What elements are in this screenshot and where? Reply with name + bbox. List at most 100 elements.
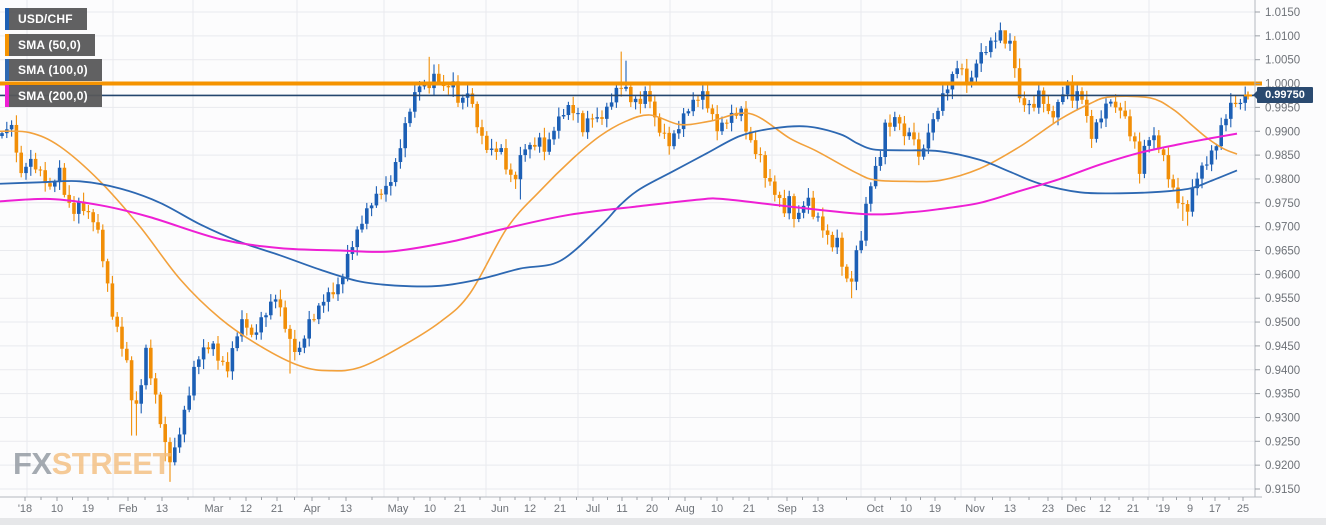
candlestick — [1065, 84, 1070, 95]
candlestick — [264, 315, 268, 318]
candlestick — [869, 186, 873, 204]
y-tick-label: 0.9300 — [1265, 412, 1300, 424]
candlestick — [1181, 203, 1185, 205]
candlestick — [835, 237, 839, 248]
x-tick-label: 12 — [524, 503, 536, 515]
current-price-label: 0.99750 — [1253, 87, 1313, 104]
candlestick — [931, 119, 935, 133]
x-tick-label: 20 — [646, 503, 658, 515]
x-tick-label: Oct — [866, 503, 883, 515]
candlestick — [561, 115, 566, 117]
candlestick — [873, 165, 878, 187]
candlestick — [566, 105, 571, 116]
candlestick — [1128, 116, 1132, 137]
candlestick — [105, 261, 110, 284]
candlestick — [629, 86, 633, 103]
legend-item-usd-chf[interactable]: USD/CHF — [5, 8, 87, 30]
candlestick — [432, 73, 436, 89]
candlestick — [24, 166, 28, 174]
candlestick — [1056, 101, 1060, 118]
candlestick — [667, 132, 671, 147]
legend-item-label: SMA (50,0) — [18, 37, 81, 52]
legend-color-bar — [5, 59, 9, 82]
candlestick — [1161, 149, 1166, 156]
candlestick — [633, 98, 638, 103]
candlestick — [893, 117, 897, 127]
candlestick — [509, 169, 513, 175]
candlestick — [513, 174, 518, 180]
candlestick — [163, 424, 167, 443]
candlestick — [705, 91, 710, 109]
candlestick — [917, 139, 921, 157]
x-tick-label: 13 — [1004, 503, 1016, 515]
candlestick — [715, 114, 719, 132]
legend-item-sma-200-0-[interactable]: SMA (200,0) — [5, 84, 102, 107]
candlestick — [216, 343, 220, 361]
legend-color-bar — [5, 8, 9, 30]
candlestick — [86, 211, 91, 213]
candlestick — [1166, 155, 1171, 180]
candlestick — [470, 93, 475, 104]
candlestick — [878, 157, 883, 166]
candlestick — [48, 183, 52, 187]
candlestick — [1104, 103, 1108, 119]
candlestick — [758, 154, 763, 156]
y-tick-label: 0.9600 — [1265, 269, 1300, 281]
x-tick-label: Aug — [675, 503, 695, 515]
y-tick-label: 1.0050 — [1265, 55, 1300, 67]
x-tick-label: Jul — [586, 503, 600, 515]
candlestick — [240, 319, 244, 337]
candlestick — [1185, 204, 1190, 212]
candlestick — [691, 99, 695, 112]
candlestick — [984, 52, 988, 54]
candlestick — [653, 101, 657, 118]
candlestick — [1070, 84, 1075, 101]
candlestick — [902, 123, 907, 137]
candlestick — [710, 108, 715, 115]
candlestick — [744, 108, 748, 132]
candlestick — [821, 216, 825, 231]
candlestick — [1137, 141, 1142, 174]
candlestick — [417, 86, 422, 93]
candlestick — [830, 234, 835, 248]
candlestick — [489, 148, 494, 150]
candlestick — [648, 91, 652, 102]
fxstreet-logo: FXSTREET — [13, 446, 171, 482]
candlestick — [739, 108, 743, 116]
candlestick — [989, 40, 993, 53]
x-tick-label: Sep — [777, 503, 797, 515]
candlestick — [528, 144, 532, 150]
candlestick — [1209, 150, 1214, 165]
x-tick-label: May — [388, 503, 409, 515]
candlestick — [1176, 187, 1180, 204]
candlestick — [38, 169, 43, 171]
candlestick — [773, 181, 777, 195]
y-tick-label: 0.9400 — [1265, 365, 1300, 377]
legend-item-sma-100-0-[interactable]: SMA (100,0) — [5, 59, 102, 82]
candlestick — [998, 30, 1003, 41]
x-tick-label: 12 — [1099, 503, 1111, 515]
candlestick — [475, 103, 479, 128]
candlestick — [537, 137, 542, 147]
y-tick-label: 0.9350 — [1265, 389, 1300, 401]
candlestick — [590, 118, 595, 120]
candlestick — [331, 292, 335, 295]
candlestick — [288, 328, 292, 339]
candlestick — [57, 167, 62, 183]
window-bottom-edge — [0, 518, 1326, 525]
x-tick-label: 10 — [711, 503, 723, 515]
candlestick — [845, 266, 849, 279]
candlestick — [825, 230, 830, 235]
candlestick — [139, 385, 143, 404]
x-tick-label: 12 — [240, 503, 252, 515]
x-tick-label: 9 — [1187, 503, 1193, 515]
candlestick — [408, 111, 412, 124]
x-tick-label: 25 — [1237, 503, 1249, 515]
x-tick-label: 21 — [1127, 503, 1139, 515]
legend-item-sma-50-0-[interactable]: SMA (50,0) — [5, 33, 95, 56]
candlestick — [307, 319, 311, 339]
candlestick — [1238, 102, 1243, 105]
candlestick — [437, 73, 441, 82]
candlestick — [173, 447, 177, 463]
